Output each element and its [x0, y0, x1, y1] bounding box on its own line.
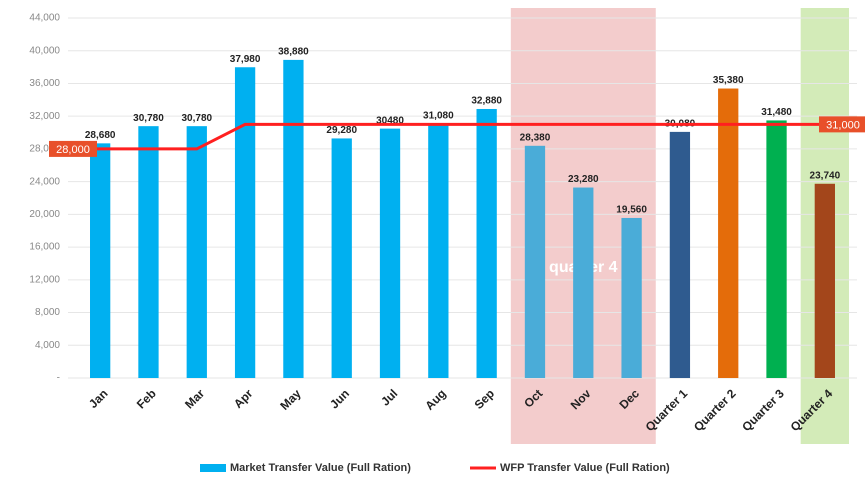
y-tick-label: 44,000 — [29, 13, 60, 24]
data-label: 23,280 — [568, 174, 599, 185]
y-tick-label: 32,000 — [29, 111, 60, 122]
y-tick-label: 36,000 — [29, 78, 60, 89]
bar — [186, 126, 207, 378]
data-label: 35,380 — [713, 75, 744, 86]
data-label: 30,780 — [181, 113, 212, 124]
bar — [669, 131, 691, 378]
data-label: 32,880 — [471, 96, 502, 107]
x-tick-label: Quarter 3 — [739, 386, 787, 434]
y-tick-label: 40,000 — [29, 45, 60, 56]
x-tick-label: Feb — [134, 386, 159, 411]
line-data-label: 31,000 — [826, 119, 860, 131]
data-label: 30480 — [376, 115, 404, 126]
x-tick-label: Aug — [422, 386, 448, 412]
data-label: 31,480 — [761, 107, 792, 118]
line-label-box — [49, 140, 97, 157]
x-tick-label: Sep — [472, 386, 497, 411]
y-tick-label: 8,000 — [35, 307, 60, 318]
legend-swatch — [200, 464, 226, 472]
bar — [234, 67, 256, 378]
bar — [90, 143, 111, 378]
data-label: 29,280 — [326, 125, 357, 136]
data-label: 19,560 — [616, 205, 647, 216]
line-label-box — [819, 116, 865, 133]
y-tick-label: 24,000 — [29, 176, 60, 187]
bar — [621, 217, 642, 378]
bar — [476, 108, 497, 379]
bar — [524, 145, 546, 378]
data-label: 28,380 — [520, 132, 551, 143]
bar — [138, 126, 159, 378]
x-tick-label: Jan — [86, 386, 111, 411]
y-tick-label: 16,000 — [29, 242, 60, 253]
bar — [814, 183, 835, 378]
bar — [428, 123, 449, 378]
x-tick-label: Jul — [378, 386, 400, 408]
bar — [573, 187, 594, 378]
x-tick-label: Quarter 2 — [691, 386, 739, 434]
x-tick-label: Apr — [231, 386, 256, 411]
data-label: 38,880 — [278, 47, 309, 58]
bar — [379, 128, 401, 378]
x-tick-label: May — [277, 386, 304, 413]
bar — [766, 120, 787, 378]
bar — [283, 59, 304, 379]
bar — [718, 88, 739, 378]
y-tick-label: - — [57, 373, 60, 384]
y-tick-label: 20,000 — [29, 209, 60, 220]
x-tick-label: Jun — [327, 386, 352, 411]
line — [84, 122, 841, 151]
y-tick-label: 4,000 — [35, 340, 60, 351]
data-label: 30,780 — [133, 113, 164, 124]
line-data-label: 28,000 — [56, 144, 90, 156]
legend-label: WFP Transfer Value (Full Ration) — [500, 462, 670, 474]
y-tick-label: 12,000 — [29, 274, 60, 285]
bar — [331, 138, 352, 378]
legend-label: Market Transfer Value (Full Ration) — [230, 462, 411, 474]
y-tick-label: 28,000 — [29, 144, 60, 155]
data-label: 31,080 — [423, 110, 454, 121]
x-tick-label: Mar — [182, 386, 207, 411]
data-label: 28,680 — [85, 130, 116, 141]
data-label: 23,740 — [810, 170, 841, 181]
data-label: 37,980 — [230, 54, 261, 65]
